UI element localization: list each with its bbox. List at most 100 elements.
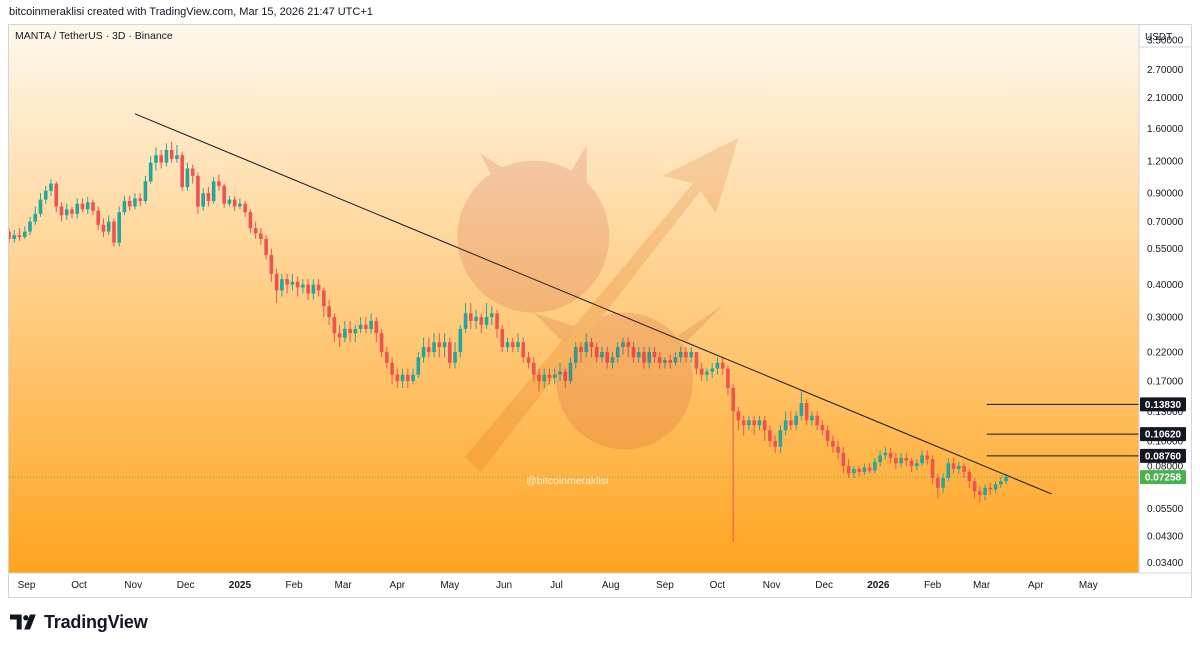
candle-body xyxy=(159,155,163,163)
candle-body xyxy=(804,403,809,421)
candle-body xyxy=(605,352,610,363)
candle xyxy=(91,199,95,216)
candle xyxy=(432,333,436,358)
candle-body xyxy=(148,162,153,182)
candle-body xyxy=(510,342,515,348)
time-tick-label: Sep xyxy=(18,580,36,591)
candle-body xyxy=(999,481,1003,485)
candle-body xyxy=(909,460,914,467)
candle xyxy=(421,337,426,363)
price-tick-label: 0.22000 xyxy=(1147,348,1184,359)
candle xyxy=(621,337,625,355)
candle-body xyxy=(442,342,447,348)
candle xyxy=(857,466,861,477)
candle-body xyxy=(127,200,132,207)
candle xyxy=(138,193,142,207)
candle xyxy=(930,455,935,485)
candle-body xyxy=(96,210,101,225)
candle xyxy=(190,164,195,184)
candle xyxy=(369,313,373,334)
candle xyxy=(400,368,405,388)
candle xyxy=(322,287,326,318)
candle-body xyxy=(825,430,830,441)
candle xyxy=(59,202,64,222)
candle-body xyxy=(930,459,935,478)
price-tick-label: 0.03400 xyxy=(1147,558,1184,569)
candle xyxy=(920,450,924,467)
candle xyxy=(547,368,552,385)
price-axis-background xyxy=(1139,25,1191,597)
candle-body xyxy=(169,150,174,159)
candle-body xyxy=(133,198,137,207)
candle-body xyxy=(70,209,74,214)
candle-body xyxy=(925,455,930,460)
candle xyxy=(552,368,557,385)
candle xyxy=(211,176,216,204)
candle-body xyxy=(783,420,788,431)
candle-body xyxy=(59,206,64,216)
candle xyxy=(427,337,431,358)
price-tick-label: 0.05500 xyxy=(1147,504,1184,515)
candle-body xyxy=(552,374,557,378)
currency-label: USDT xyxy=(1145,32,1172,43)
candle xyxy=(154,147,158,171)
candle xyxy=(642,347,646,369)
candle-body xyxy=(411,374,415,382)
watermark-handle: @bitcoinmeraklisi xyxy=(526,475,609,487)
candle-body xyxy=(957,466,961,469)
candle-body xyxy=(264,238,268,256)
last-price-badge-box xyxy=(1140,470,1186,485)
candle xyxy=(17,228,22,241)
tradingview-logo-icon xyxy=(10,614,36,630)
candle xyxy=(820,420,825,436)
candle xyxy=(878,450,882,467)
candle-body xyxy=(22,231,27,238)
candle xyxy=(589,337,594,358)
candle-body xyxy=(138,198,142,201)
candle xyxy=(285,273,289,294)
candle xyxy=(500,324,505,353)
candle xyxy=(390,357,394,385)
tradingview-footer[interactable]: TradingView xyxy=(10,610,148,634)
candle-body xyxy=(285,279,289,285)
candle xyxy=(22,226,27,239)
candle xyxy=(463,302,468,334)
candle-body xyxy=(379,333,384,353)
price-tick-label: 0.90000 xyxy=(1147,189,1184,200)
candle xyxy=(28,216,32,236)
time-axis[interactable]: Sep Oct Nov Dec 2025 Feb Mar Apr May Jun Jul Aug Sep… xyxy=(9,572,1191,597)
candle-body xyxy=(689,352,693,358)
symbol-title[interactable]: MANTA / TetherUS · 3D · Binance xyxy=(15,30,173,42)
candle-body xyxy=(715,362,720,369)
price-badges: 0.13830 0.10620 0.08760 0.07258 xyxy=(1140,397,1186,485)
time-tick-label: Jul xyxy=(550,580,563,591)
candle-body xyxy=(972,481,977,492)
candle-body xyxy=(500,328,505,348)
candle xyxy=(720,357,725,375)
candle xyxy=(542,368,547,388)
candle xyxy=(626,337,631,358)
trendline-group[interactable] xyxy=(134,113,1052,495)
price-tick-label: 0.04300 xyxy=(1147,532,1184,543)
candle-body xyxy=(164,150,169,163)
candle-body xyxy=(306,284,310,294)
candle-body xyxy=(448,342,452,363)
candle-body xyxy=(290,281,295,285)
candle xyxy=(311,279,316,300)
candle-body xyxy=(831,440,835,447)
candle xyxy=(652,347,657,363)
candle-body xyxy=(374,320,379,334)
time-tick-label: Mar xyxy=(334,580,352,591)
candle xyxy=(888,447,893,464)
candle xyxy=(316,279,321,297)
candle xyxy=(217,174,221,191)
candle-body xyxy=(427,347,431,353)
time-tick-label: 2025 xyxy=(229,580,252,591)
candle xyxy=(951,457,956,474)
chart-frame[interactable]: USDT 3.50000 2.70000 2.10000 1.60000 1.20000 0… xyxy=(8,24,1192,598)
candle-body xyxy=(395,374,400,382)
candle-body xyxy=(647,352,652,363)
candle-body xyxy=(862,467,867,472)
